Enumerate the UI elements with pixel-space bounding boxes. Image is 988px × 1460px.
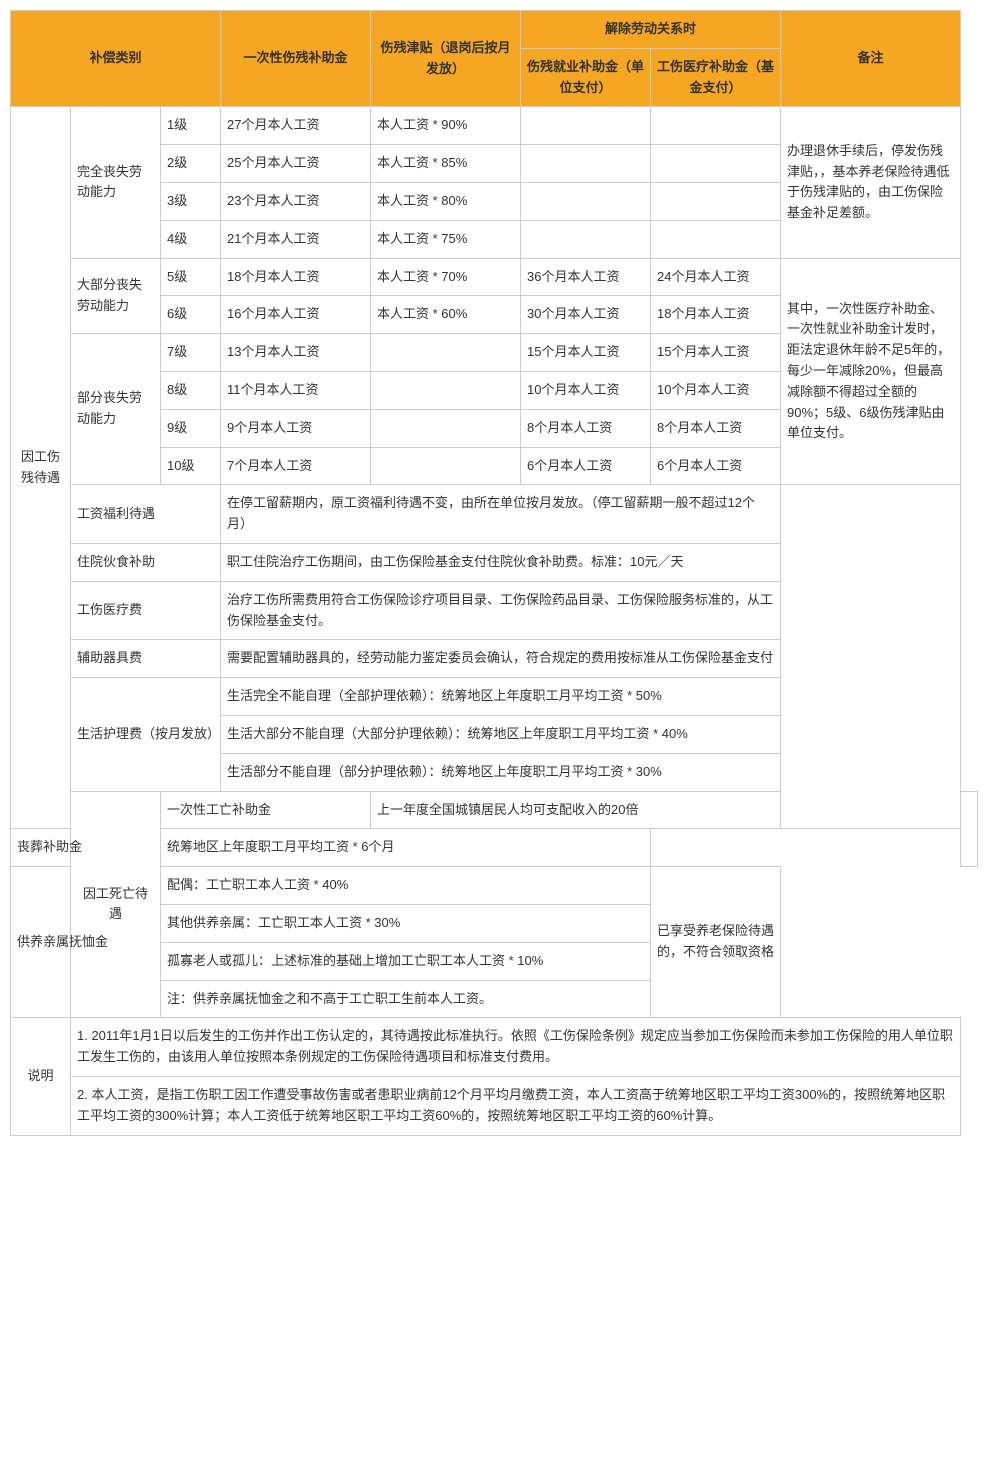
- cell-al: [371, 334, 521, 372]
- cell-lv: 5级: [161, 258, 221, 296]
- cell-ls: 13个月本人工资: [221, 334, 371, 372]
- lbl-device: 辅助器具费: [71, 640, 221, 678]
- cell-al: [371, 447, 521, 485]
- txt-dep-4: 注：供养亲属抚恤金之和不高于工亡职工生前本人工资。: [161, 980, 651, 1018]
- cell-lv: 9级: [161, 409, 221, 447]
- remark-dep: 已享受养老保险待遇的，不符合领取资格: [651, 867, 781, 1018]
- cat-injury: 因工伤残待遇: [11, 107, 71, 829]
- cell-ls: 21个月本人工资: [221, 220, 371, 258]
- lbl-death-lump: 一次性工亡补助金: [161, 791, 371, 829]
- txt-device: 需要配置辅助器具的，经劳动能力鉴定委员会确认，符合规定的费用按标准从工伤保险基金…: [221, 640, 781, 678]
- cell-es: 6个月本人工资: [521, 447, 651, 485]
- lbl-care: 生活护理费（按月发放）: [71, 678, 221, 791]
- cell-es: [521, 145, 651, 183]
- cell-ms: 18个月本人工资: [651, 296, 781, 334]
- cell-ls: 7个月本人工资: [221, 447, 371, 485]
- cell-ls: 18个月本人工资: [221, 258, 371, 296]
- hdr-termination: 解除劳动关系时: [521, 11, 781, 49]
- hdr-lumpsum: 一次性伤残补助金: [221, 11, 371, 107]
- lbl-funeral: 丧葬补助金: [11, 829, 161, 867]
- cell-al: [371, 409, 521, 447]
- cell-ls: 23个月本人工资: [221, 182, 371, 220]
- cell-ms: [651, 107, 781, 145]
- cell-es: [521, 182, 651, 220]
- cell-lv: 7级: [161, 334, 221, 372]
- cell-ms: 6个月本人工资: [651, 447, 781, 485]
- cell-lv: 1级: [161, 107, 221, 145]
- cell-es: 15个月本人工资: [521, 334, 651, 372]
- hdr-category: 补偿类别: [11, 11, 221, 107]
- cell-lv: 6级: [161, 296, 221, 334]
- cell-al: 本人工资 * 60%: [371, 296, 521, 334]
- cell-es: [521, 107, 651, 145]
- cell-ls: 16个月本人工资: [221, 296, 371, 334]
- cell-ls: 9个月本人工资: [221, 409, 371, 447]
- cell-ls: 25个月本人工资: [221, 145, 371, 183]
- grp-major-loss: 大部分丧失劳动能力: [71, 258, 161, 334]
- cell-lv: 10级: [161, 447, 221, 485]
- cell-ms: 10个月本人工资: [651, 371, 781, 409]
- cell-es: [521, 220, 651, 258]
- remark-empty: [781, 485, 961, 829]
- cell-al: 本人工资 * 90%: [371, 107, 521, 145]
- txt-note-1: 1. 2011年1月1日以后发生的工伤并作出工伤认定的，其待遇按此标准执行。依照…: [71, 1018, 961, 1077]
- hdr-med-subsidy: 工伤医疗补助金（基金支付）: [651, 48, 781, 107]
- cell-al: [371, 371, 521, 409]
- txt-care-1: 生活完全不能自理（全部护理依赖）：统筹地区上年度职工月平均工资 * 50%: [221, 678, 781, 716]
- lbl-welfare: 工资福利待遇: [71, 485, 221, 544]
- cell-lv: 8级: [161, 371, 221, 409]
- cell-ls: 11个月本人工资: [221, 371, 371, 409]
- txt-funeral: 统筹地区上年度职工月平均工资 * 6个月: [161, 829, 651, 867]
- remark-2: 其中，一次性医疗补助金、一次性就业补助金计发时，距法定退休年龄不足5年的，每少一…: [781, 258, 961, 485]
- lbl-hospital: 住院伙食补助: [71, 543, 221, 581]
- txt-care-3: 生活部分不能自理（部分护理依赖）：统筹地区上年度职工月平均工资 * 30%: [221, 753, 781, 791]
- hdr-remarks: 备注: [781, 11, 961, 107]
- cell-al: 本人工资 * 75%: [371, 220, 521, 258]
- cell-ms: 8个月本人工资: [651, 409, 781, 447]
- hdr-allowance: 伤残津贴（退岗后按月发放）: [371, 11, 521, 107]
- cell-lv: 4级: [161, 220, 221, 258]
- txt-death-lump: 上一年度全国城镇居民人均可支配收入的20倍: [371, 791, 961, 829]
- txt-note-2: 2. 本人工资，是指工伤职工因工作遭受事故伤害或者患职业病前12个月平均月缴费工…: [71, 1076, 961, 1135]
- cell-lv: 2级: [161, 145, 221, 183]
- hdr-emp-subsidy: 伤残就业补助金（单位支付）: [521, 48, 651, 107]
- txt-hospital: 职工住院治疗工伤期间，由工伤保险基金支付住院伙食补助费。标准：10元／天: [221, 543, 781, 581]
- cell-es: 36个月本人工资: [521, 258, 651, 296]
- remark-empty-2: [961, 791, 978, 867]
- cell-ms: [651, 145, 781, 183]
- compensation-table: 补偿类别 一次性伤残补助金 伤残津贴（退岗后按月发放） 解除劳动关系时 备注 伤…: [10, 10, 978, 1136]
- cell-ms: 24个月本人工资: [651, 258, 781, 296]
- cell-al: 本人工资 * 80%: [371, 182, 521, 220]
- cell-ms: 15个月本人工资: [651, 334, 781, 372]
- txt-welfare: 在停工留薪期内，原工资福利待遇不变，由所在单位按月发放。（停工留薪期一般不超过1…: [221, 485, 781, 544]
- cell-al: 本人工资 * 70%: [371, 258, 521, 296]
- cell-ms: [651, 182, 781, 220]
- txt-dep-3: 孤寡老人或孤儿：上述标准的基础上增加工亡职工本人工资 * 10%: [161, 942, 651, 980]
- grp-partial-loss: 部分丧失劳动能力: [71, 334, 161, 485]
- cell-lv: 3级: [161, 182, 221, 220]
- cell-es: 10个月本人工资: [521, 371, 651, 409]
- txt-medical: 治疗工伤所需费用符合工伤保险诊疗项目目录、工伤保险药品目录、工伤保险服务标准的，…: [221, 581, 781, 640]
- lbl-medical: 工伤医疗费: [71, 581, 221, 640]
- txt-dep-2: 其他供养亲属：工亡职工本人工资 * 30%: [161, 904, 651, 942]
- txt-care-2: 生活大部分不能自理（大部分护理依赖）：统筹地区上年度职工月平均工资 * 40%: [221, 715, 781, 753]
- cell-ms: [651, 220, 781, 258]
- cell-al: 本人工资 * 85%: [371, 145, 521, 183]
- cell-es: 30个月本人工资: [521, 296, 651, 334]
- cell-ls: 27个月本人工资: [221, 107, 371, 145]
- lbl-notes: 说明: [11, 1018, 71, 1135]
- grp-full-loss: 完全丧失劳动能力: [71, 107, 161, 258]
- txt-dep-1: 配偶：工亡职工本人工资 * 40%: [161, 867, 651, 905]
- cell-es: 8个月本人工资: [521, 409, 651, 447]
- remark-1: 办理退休手续后，停发伤残津贴，，基本养老保险待遇低于伤残津贴的，由工伤保险基金补…: [781, 107, 961, 258]
